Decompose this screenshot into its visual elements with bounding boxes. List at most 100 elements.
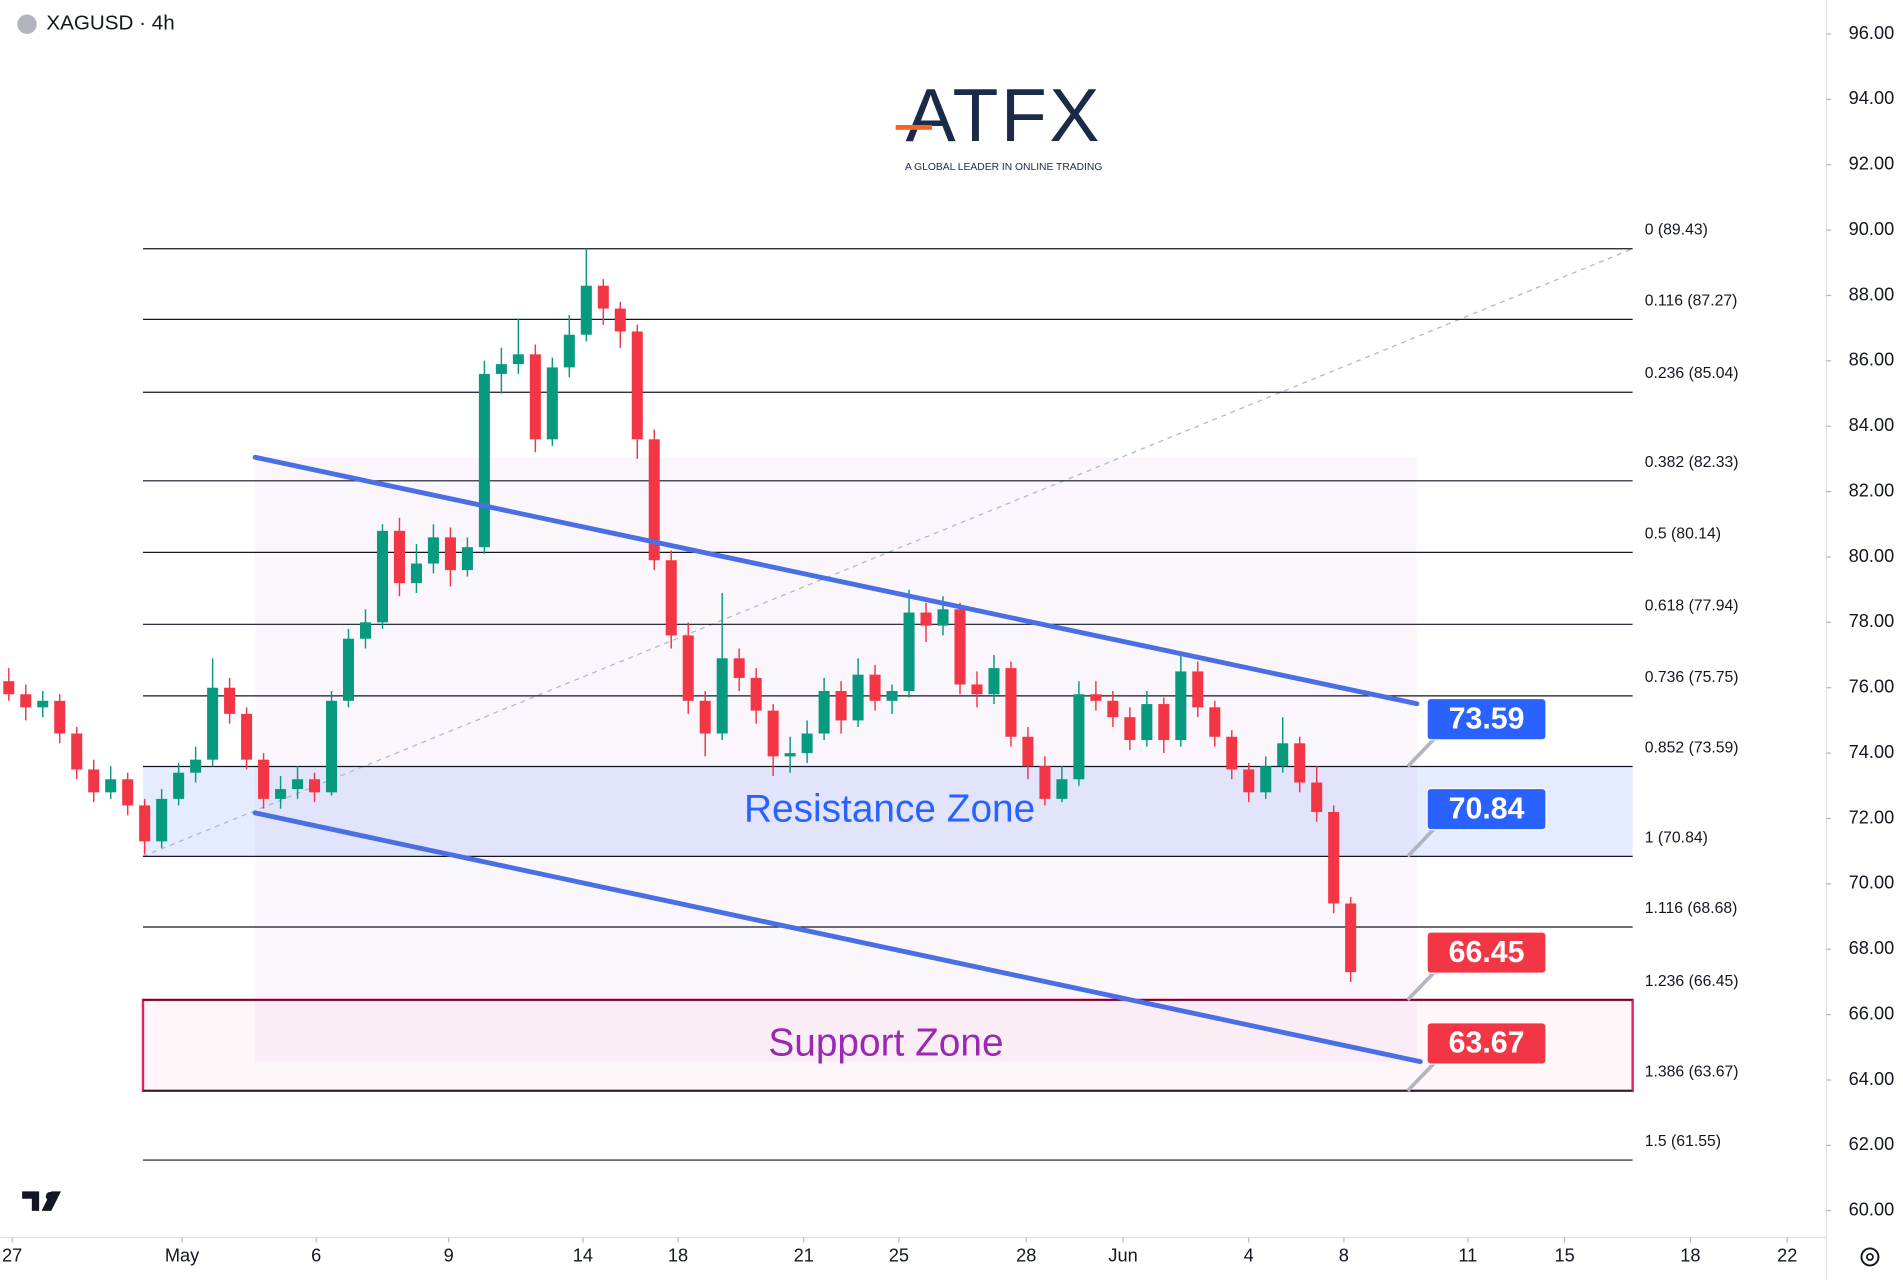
y-tick-label: 82.00 [1849, 480, 1895, 500]
x-tick-label: 27 [2, 1246, 22, 1266]
candle-body [512, 354, 524, 365]
fib-label: 0.5 (80.14) [1645, 525, 1721, 542]
fib-trend-line [142, 248, 1633, 857]
candle-body [207, 687, 219, 760]
fib-label: 1.5 (61.55) [1645, 1133, 1721, 1150]
price-tag-pointer [1406, 1059, 1439, 1093]
x-tick-label: 8 [1339, 1246, 1349, 1266]
y-tick-label: 80.00 [1849, 546, 1895, 566]
price-tag-box [1426, 1022, 1547, 1065]
candle-body [173, 772, 185, 799]
candle-body [1192, 671, 1204, 708]
x-tick-label: Jun [1108, 1246, 1137, 1266]
x-tick-label: 9 [444, 1246, 454, 1266]
fib-label: 0.736 (75.75) [1645, 669, 1739, 686]
fib-label: 0.382 (82.33) [1645, 454, 1739, 471]
over-layer: 60.00 62.00 64.00 66.00 68.00 70.00 72.00 74.00… [2, 23, 1894, 1266]
candle-body [495, 364, 507, 374]
price-tag-box [1426, 697, 1547, 741]
candle-body [886, 691, 898, 701]
candle-body [699, 700, 711, 734]
candle-body [122, 779, 134, 806]
price-tag-box [1426, 787, 1547, 831]
candle-body [3, 681, 15, 695]
candle-body [665, 560, 677, 636]
x-tick-label: 28 [1016, 1246, 1036, 1266]
candle-body [1039, 766, 1051, 799]
candle-body [648, 439, 660, 561]
fib-label: 0.618 (77.94) [1645, 597, 1739, 614]
x-tick-label: May [165, 1246, 200, 1266]
candle-body [275, 789, 287, 799]
candle-body [971, 684, 983, 695]
candle-body [852, 674, 864, 721]
candle-body [835, 691, 847, 721]
candle-body [444, 537, 456, 571]
settings-icon-center[interactable] [1866, 1253, 1874, 1261]
candle-body [1294, 743, 1306, 783]
candle-body [88, 769, 100, 793]
candle-body [1260, 766, 1272, 793]
candle-body [427, 537, 439, 564]
candle-body [1073, 694, 1085, 780]
candle-body [1345, 903, 1357, 973]
y-tick-label: 68.00 [1849, 938, 1895, 958]
candle-body [580, 285, 592, 335]
candle-body [869, 674, 881, 701]
price-tag-pointer [1406, 824, 1439, 858]
x-tick-label: 18 [1680, 1246, 1700, 1266]
fib-label: 1.116 (68.68) [1645, 900, 1738, 917]
symbol-icon [17, 14, 37, 34]
candle-body [105, 779, 117, 793]
y-tick-label: 92.00 [1849, 154, 1895, 174]
candle-body [224, 687, 236, 714]
candle-body [376, 530, 388, 623]
fib-label: 1 (70.84) [1645, 829, 1708, 846]
y-tick-label: 90.00 [1849, 219, 1895, 239]
candle-body [1124, 717, 1136, 741]
y-tick-label: 76.00 [1849, 677, 1895, 697]
brand-logo: ATFX [905, 73, 1101, 157]
candle-body [1022, 736, 1034, 767]
candle-body [954, 609, 966, 685]
price-tag-pointer [1406, 734, 1439, 768]
candle-body [410, 563, 422, 584]
candle-body [71, 733, 83, 770]
y-tick-label: 72.00 [1849, 807, 1895, 827]
candle-body [1005, 668, 1017, 737]
candle-body [767, 710, 779, 757]
channel-line [252, 810, 1423, 1065]
price-tag-pointer [1406, 968, 1439, 1002]
y-tick-label: 64.00 [1849, 1069, 1895, 1089]
brand-accent [895, 124, 933, 130]
candle-body [801, 733, 813, 754]
candle-body [342, 638, 355, 701]
candle-body [1311, 782, 1323, 812]
candle-body [325, 700, 338, 793]
candle-body [241, 713, 253, 760]
x-tick-label: 6 [311, 1246, 321, 1266]
main-layer [3, 248, 1423, 1065]
support-zone [141, 998, 1634, 1092]
candle-body [156, 798, 168, 842]
candle-body [1056, 779, 1068, 799]
candle-body [393, 530, 405, 584]
candle-body [818, 691, 830, 734]
candle-body [784, 753, 796, 757]
candle-body [597, 285, 609, 309]
y-tick-label: 86.00 [1849, 350, 1895, 370]
y-tick-label: 88.00 [1849, 284, 1895, 304]
candle-body [20, 694, 32, 708]
fib-label: 0.852 (73.59) [1645, 739, 1739, 756]
candle-body [258, 759, 270, 799]
candle-body [529, 354, 541, 440]
x-tick-label: 18 [668, 1246, 688, 1266]
y-tick-label: 60.00 [1849, 1200, 1895, 1220]
fib-label: 0 (89.43) [1645, 222, 1708, 239]
candle-body [733, 658, 745, 678]
settings-icon[interactable] [1860, 1247, 1880, 1267]
candle-body [1328, 811, 1340, 904]
